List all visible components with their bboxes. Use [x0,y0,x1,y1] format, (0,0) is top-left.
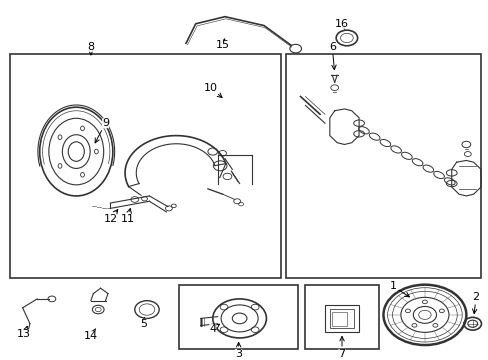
Text: 12: 12 [103,210,118,224]
Bar [178,285,298,348]
Text: 10: 10 [203,83,222,98]
Text: 9: 9 [95,118,109,143]
Bar [329,309,353,328]
Text: 15: 15 [215,39,229,50]
Text: 14: 14 [83,329,98,341]
Text: 1: 1 [389,282,408,297]
Text: 5: 5 [140,318,147,329]
Text: 4: 4 [209,324,219,334]
Bar [10,54,281,278]
Circle shape [461,141,470,148]
Text: 2: 2 [471,292,479,314]
Bar [325,305,358,332]
Bar [305,285,378,348]
Text: 3: 3 [235,342,242,359]
Text: 13: 13 [17,327,31,339]
Bar [285,54,480,278]
Text: 11: 11 [120,208,134,224]
Text: 6: 6 [328,42,335,69]
Bar [331,312,346,327]
Text: 16: 16 [334,19,348,29]
Text: 7: 7 [338,337,345,359]
Text: 8: 8 [87,42,94,55]
